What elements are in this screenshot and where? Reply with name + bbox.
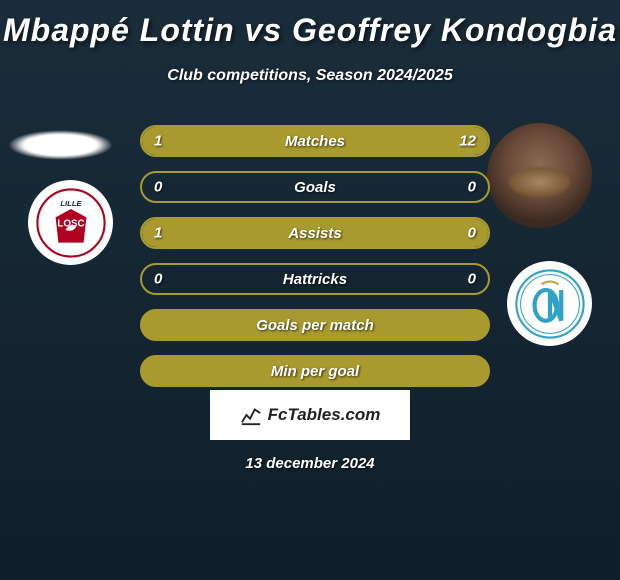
- stat-row: 0 0 Hattricks: [140, 263, 490, 295]
- player-left-avatar: [8, 130, 113, 160]
- stat-value-left: 1: [154, 133, 162, 150]
- club-left-badge: LILLE LOSC: [28, 180, 113, 265]
- player-right-avatar: [487, 123, 592, 228]
- stat-row: Min per goal: [140, 355, 490, 387]
- club-right-badge: [507, 261, 592, 346]
- brand-box: FcTables.com: [210, 390, 410, 440]
- stat-value-right: 0: [468, 225, 476, 242]
- stat-value-right: 0: [468, 271, 476, 288]
- stat-row: 1 0 Assists: [140, 217, 490, 249]
- stat-row: 1 12 Matches: [140, 125, 490, 157]
- stat-label: Matches: [285, 133, 345, 150]
- stat-row: Goals per match: [140, 309, 490, 341]
- stat-label: Assists: [288, 225, 341, 242]
- date-label: 13 december 2024: [245, 455, 374, 472]
- losc-icon: LILLE LOSC: [36, 188, 106, 258]
- svg-text:LILLE: LILLE: [60, 199, 82, 208]
- stat-label: Goals: [294, 179, 336, 196]
- chart-icon: [240, 404, 262, 426]
- stat-value-left: 1: [154, 225, 162, 242]
- stats-list: 1 12 Matches 0 0 Goals 1 0 Assists 0 0 Hattricks Goa…: [140, 125, 490, 387]
- stat-label: Hattricks: [283, 271, 347, 288]
- om-icon: [515, 269, 585, 339]
- stat-value-right: 0: [468, 179, 476, 196]
- page-title: Mbappé Lottin vs Geoffrey Kondogbia: [0, 0, 620, 49]
- stat-value-left: 0: [154, 179, 162, 196]
- stat-row: 0 0 Goals: [140, 171, 490, 203]
- brand-label: FcTables.com: [268, 405, 381, 425]
- page-subtitle: Club competitions, Season 2024/2025: [0, 67, 620, 85]
- stat-value-right: 12: [459, 133, 476, 150]
- stat-value-left: 0: [154, 271, 162, 288]
- stat-label: Min per goal: [271, 363, 359, 380]
- stat-label: Goals per match: [256, 317, 374, 334]
